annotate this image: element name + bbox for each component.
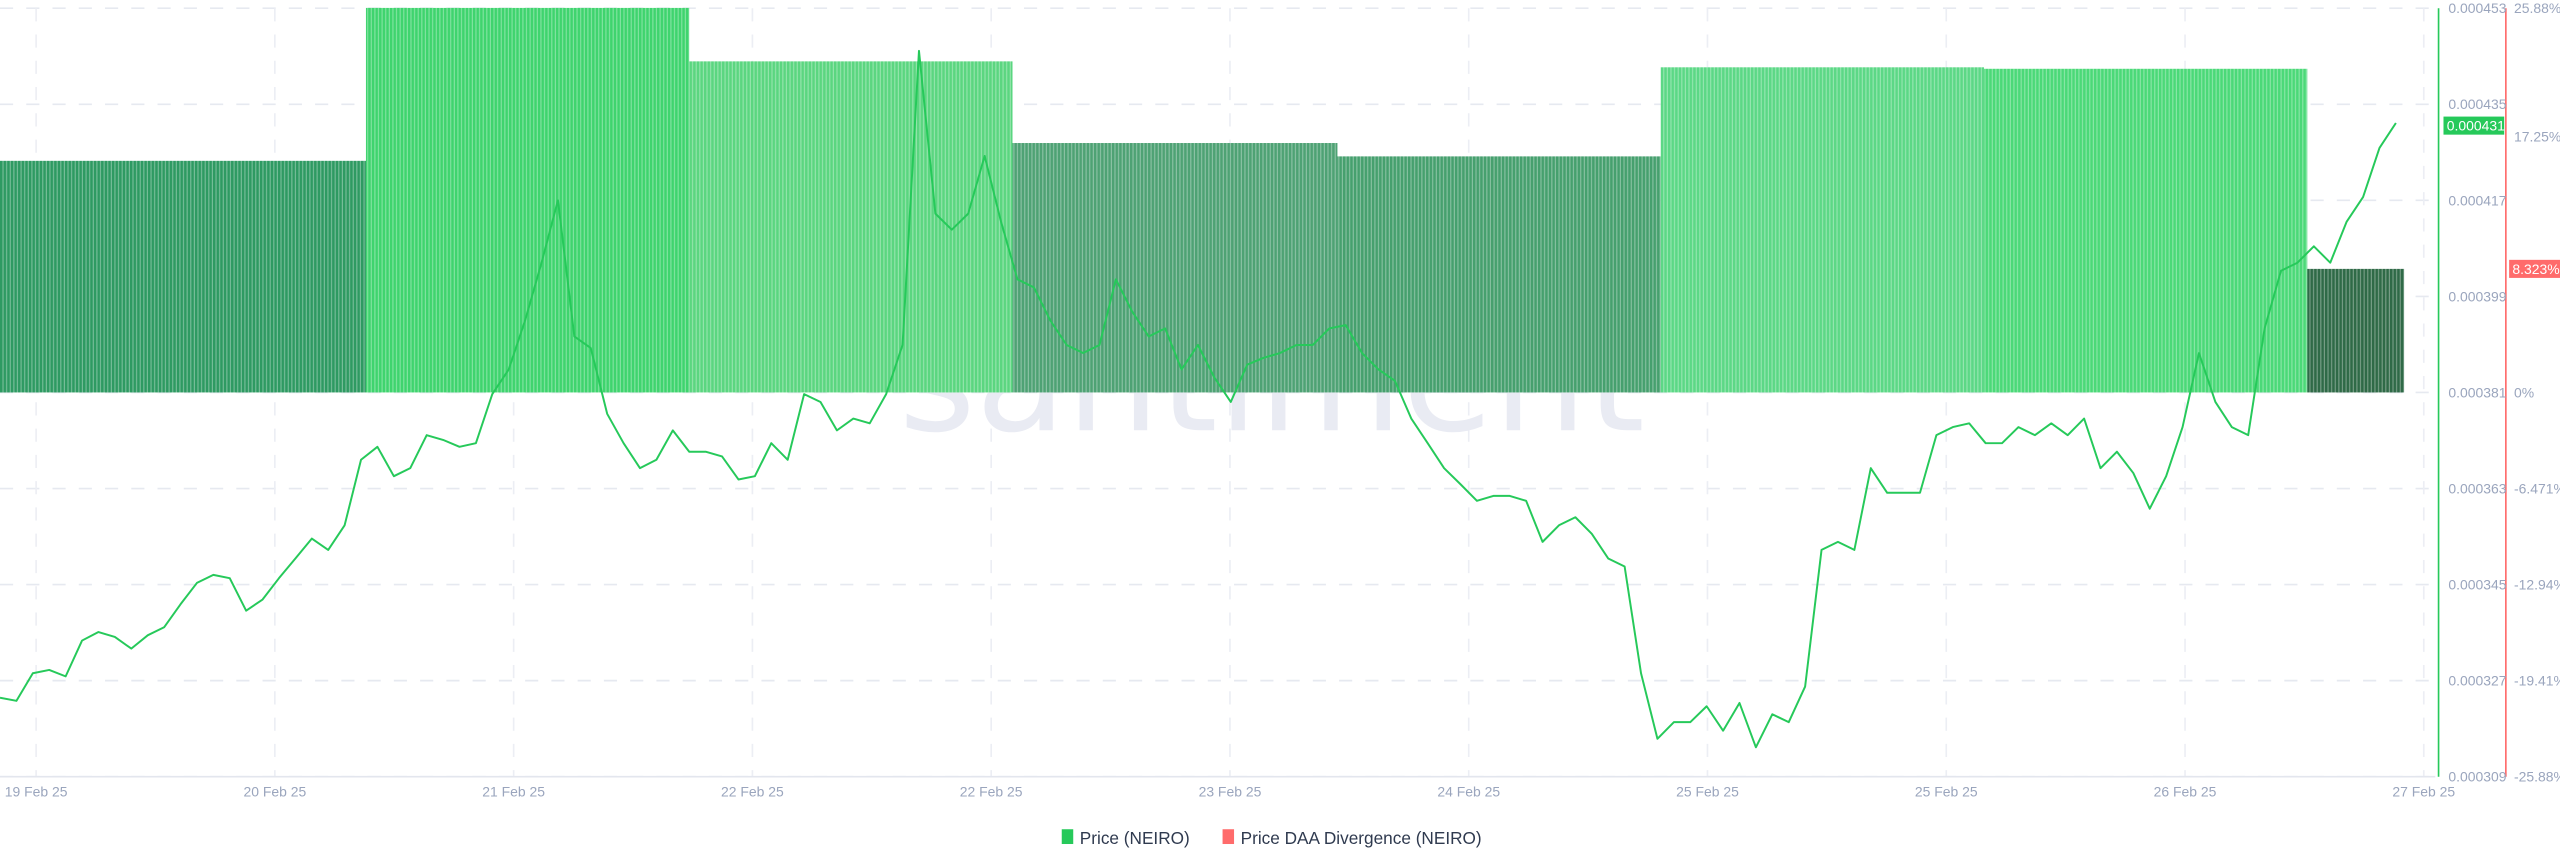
x-tick-label: 24 Feb 25 [1437, 783, 1500, 799]
divergence-tick-label: -25.88% [2514, 769, 2560, 785]
divergence-tick-label: -12.94% [2514, 576, 2560, 592]
divergence-bars [0, 7, 2405, 393]
x-tick-label: 19 Feb 25 [5, 783, 68, 799]
price-tick-label: 0.000363 [2448, 480, 2506, 496]
price-axis-ticks: 0.000453 0.000435 0.000417 0.000399 0.000381… [2448, 0, 2506, 784]
legend-swatch-divergence [1222, 829, 1235, 845]
price-current-badge: 0.000431 [2443, 116, 2505, 135]
divergence-current-badge: 8.323% [2509, 259, 2560, 278]
x-tick-label: 26 Feb 25 [2154, 783, 2217, 799]
x-tick-label: 21 Feb 25 [482, 783, 545, 799]
price-tick-label: 0.000381 [2448, 384, 2506, 400]
x-tick-label: 25 Feb 25 [1915, 783, 1978, 799]
price-tick-label: 0.000345 [2448, 576, 2506, 592]
price-line [0, 49, 2397, 749]
divergence-tick-label: 17.25% [2514, 128, 2560, 144]
divergence-tick-label: -6.471% [2514, 480, 2560, 496]
x-tick-label: 22 Feb 25 [721, 783, 784, 799]
divergence-bar [1984, 68, 2308, 393]
divergence-bar [1660, 67, 1984, 393]
x-tick-label: 22 Feb 25 [960, 783, 1023, 799]
legend-label-divergence: Price DAA Divergence (NEIRO) [1241, 828, 1482, 848]
legend-swatch-price [1061, 829, 1074, 845]
legend-item-price[interactable]: Price (NEIRO) [1061, 828, 1190, 848]
legend-label-price: Price (NEIRO) [1080, 828, 1190, 848]
price-tick-label: 0.000417 [2448, 192, 2506, 208]
price-tick-label: 0.000327 [2448, 673, 2506, 689]
price-tick-label: 0.000399 [2448, 288, 2506, 304]
divergence-bar [2307, 268, 2405, 393]
price-tick-label: 0.000453 [2448, 0, 2506, 16]
divergence-bar [689, 61, 1013, 393]
price-tick-label: 0.000435 [2448, 96, 2506, 112]
x-tick-label: 23 Feb 25 [1199, 783, 1262, 799]
divergence-current-badge-bg [2509, 259, 2560, 278]
legend-item-divergence[interactable]: Price DAA Divergence (NEIRO) [1222, 828, 1482, 848]
divergence-bar [365, 7, 690, 393]
price-current-label: 0.000431 [2447, 118, 2505, 134]
divergence-tick-label: -19.41% [2514, 673, 2560, 689]
x-tick-label: 27 Feb 25 [2392, 783, 2455, 799]
price-current-badge-bg [2443, 116, 2505, 135]
divergence-axis-ticks: 25.88% 17.25% 0% -6.471% -12.94% -19.41% -25.8… [2514, 0, 2560, 784]
divergence-bar [0, 160, 366, 393]
x-axis-ticks: 19 Feb 25 20 Feb 25 21 Feb 25 22 Feb 25 22 F… [5, 783, 2456, 799]
legend: Price (NEIRO) Price DAA Divergence (NEIR… [1061, 828, 1482, 848]
divergence-current-label: 8.323% [2512, 261, 2559, 277]
x-tick-label: 25 Feb 25 [1676, 783, 1739, 799]
price-tick-label: 0.000309 [2448, 769, 2506, 785]
divergence-tick-label: 25.88% [2514, 0, 2560, 16]
divergence-tick-label: 0% [2514, 384, 2534, 400]
x-tick-label: 20 Feb 25 [243, 783, 306, 799]
divergence-bar [1337, 156, 1661, 393]
